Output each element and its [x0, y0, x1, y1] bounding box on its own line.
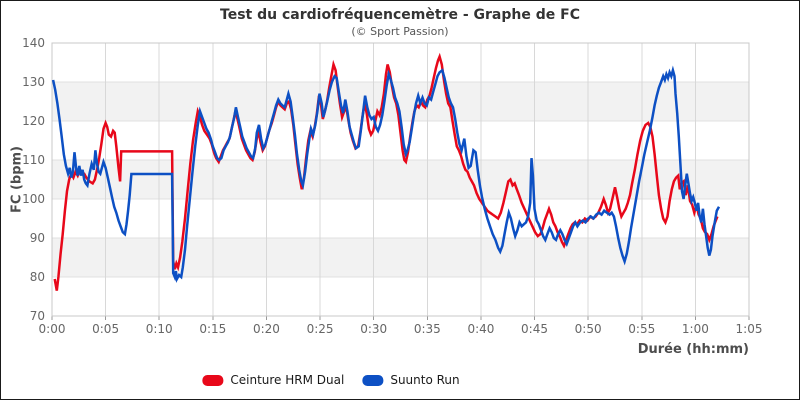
legend-label-ceinture-hrm-dual: Ceinture HRM Dual [230, 373, 345, 387]
x-tick-label: 0:25 [306, 322, 334, 336]
y-tick-label: 70 [29, 309, 45, 323]
series-line-suunto-run [51, 65, 721, 283]
x-tick-label: 0:05 [92, 322, 120, 336]
legend-item-suunto-run[interactable]: Suunto Run [362, 373, 460, 387]
x-tick-label: 0:40 [467, 322, 495, 336]
x-tick-label: 0:35 [413, 322, 441, 336]
plot-band [52, 160, 749, 199]
chart-title: Test du cardiofréquencemètre - Graphe de… [220, 7, 580, 23]
x-tick-label: 0:50 [574, 322, 602, 336]
legend-swatch-blue-icon [362, 374, 384, 386]
legend-item-ceinture-hrm-dual[interactable]: Ceinture HRM Dual [202, 373, 344, 387]
plot-band [52, 238, 749, 277]
x-axis-title: Durée (hh:mm) [637, 342, 749, 357]
y-tick-label: 140 [22, 36, 45, 50]
y-tick-label: 90 [29, 231, 45, 245]
legend-swatch-red-icon [202, 374, 224, 386]
plot-frame [51, 42, 750, 317]
x-tick-label: 1:00 [681, 322, 709, 336]
x-tick-label: 0:55 [628, 322, 656, 336]
chart-subtitle: (© Sport Passion) [351, 25, 449, 38]
legend-label-suunto-run: Suunto Run [390, 373, 460, 387]
legend: Ceinture HRM Dual Suunto Run [202, 373, 460, 387]
y-tick-label: 120 [22, 114, 45, 128]
x-tick-label: 0:20 [252, 322, 280, 336]
y-tick-label: 110 [22, 153, 45, 167]
series-line-ceinture-hrm-dual [53, 52, 719, 291]
x-tick-label: 0:10 [145, 322, 173, 336]
y-tick-label: 100 [22, 192, 45, 206]
y-tick-label: 130 [22, 75, 45, 89]
x-tick-label: 0:15 [199, 322, 227, 336]
x-tick-label: 0:45 [521, 322, 548, 336]
x-tick-label: 0:00 [38, 322, 66, 336]
x-tick-label: 0:30 [360, 322, 388, 336]
y-axis-title: FC (bpm) [9, 146, 25, 213]
x-tick-label: 1:05 [735, 322, 763, 336]
y-tick-label: 80 [29, 270, 45, 284]
